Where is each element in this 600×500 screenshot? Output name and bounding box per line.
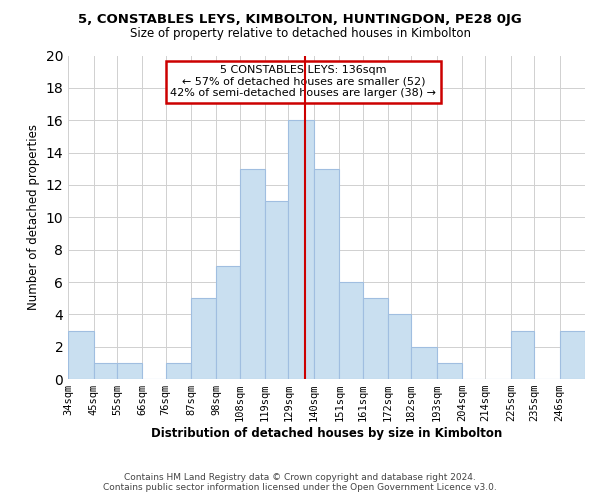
Bar <box>68 330 94 379</box>
Text: 5 CONSTABLES LEYS: 136sqm
← 57% of detached houses are smaller (52)
42% of semi-: 5 CONSTABLES LEYS: 136sqm ← 57% of detac… <box>170 65 436 98</box>
Text: 5, CONSTABLES LEYS, KIMBOLTON, HUNTINGDON, PE28 0JG: 5, CONSTABLES LEYS, KIMBOLTON, HUNTINGDO… <box>78 12 522 26</box>
Bar <box>314 169 340 379</box>
Bar <box>265 201 289 379</box>
Bar <box>239 169 265 379</box>
Text: Contains HM Land Registry data © Crown copyright and database right 2024.
Contai: Contains HM Land Registry data © Crown c… <box>103 473 497 492</box>
Bar <box>340 282 362 379</box>
Bar <box>362 298 388 379</box>
Bar <box>191 298 217 379</box>
Y-axis label: Number of detached properties: Number of detached properties <box>27 124 40 310</box>
Text: Size of property relative to detached houses in Kimbolton: Size of property relative to detached ho… <box>130 28 470 40</box>
Bar <box>560 330 585 379</box>
X-axis label: Distribution of detached houses by size in Kimbolton: Distribution of detached houses by size … <box>151 427 502 440</box>
Bar <box>511 330 534 379</box>
Bar <box>411 346 437 379</box>
Bar <box>117 363 142 379</box>
Bar <box>289 120 314 379</box>
Bar <box>166 363 191 379</box>
Bar <box>94 363 117 379</box>
Bar <box>437 363 462 379</box>
Bar <box>388 314 411 379</box>
Bar <box>217 266 239 379</box>
